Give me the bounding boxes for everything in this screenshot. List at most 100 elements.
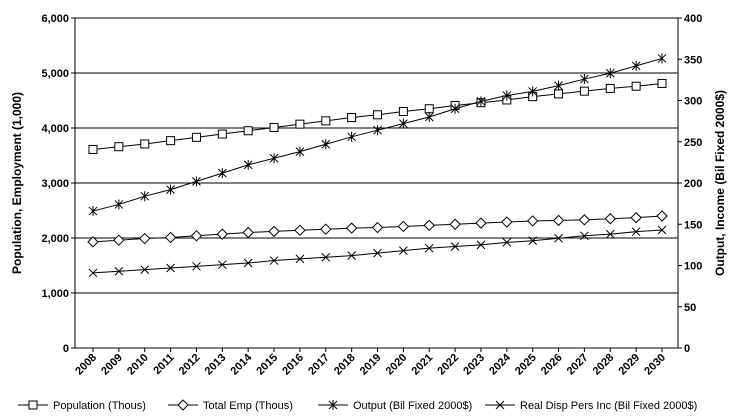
right-tick-label: 200 <box>684 178 702 190</box>
data-point <box>269 153 279 164</box>
data-point <box>114 199 124 210</box>
data-point <box>397 220 410 233</box>
data-point <box>164 231 177 244</box>
x-tick-label: 2020 <box>384 352 410 378</box>
data-point <box>321 116 331 126</box>
right-tick-label: 250 <box>684 137 702 149</box>
data-point <box>424 104 434 114</box>
data-point <box>269 122 279 132</box>
data-point <box>217 260 227 270</box>
data-point <box>217 129 227 139</box>
x-tick-label: 2023 <box>461 352 487 378</box>
data-point <box>347 113 357 123</box>
data-point <box>190 230 203 242</box>
left-tick-label: 2,000 <box>41 233 69 245</box>
series-4 <box>88 225 667 278</box>
x-tick-label: 2026 <box>539 352 565 378</box>
x-tick-label: 2013 <box>203 352 229 378</box>
legend-marker <box>495 400 505 410</box>
data-point <box>294 224 306 237</box>
left-tick-label: 1,000 <box>41 288 69 300</box>
x-tick-label: 2017 <box>306 352 332 378</box>
x-tick-label: 2028 <box>591 352 617 378</box>
right-tick-label: 0 <box>684 343 690 355</box>
data-point <box>475 217 487 229</box>
data-point <box>345 222 358 234</box>
data-point <box>242 226 254 239</box>
data-point <box>295 119 305 129</box>
data-point <box>269 256 279 265</box>
data-point <box>295 254 305 264</box>
data-point <box>656 210 668 222</box>
x-tick-label: 2022 <box>435 352 461 378</box>
right-tick-label: 100 <box>684 261 702 273</box>
data-point <box>373 248 382 258</box>
data-point <box>192 176 201 187</box>
x-tick-label: 2018 <box>332 352 358 378</box>
data-point <box>140 265 150 274</box>
data-point <box>579 86 589 96</box>
data-point <box>113 234 125 246</box>
data-point <box>423 219 435 232</box>
data-point <box>321 139 331 150</box>
legend-label: Population (Thous) <box>53 400 146 412</box>
data-point <box>554 233 563 243</box>
legend-item: Real Disp Pers Inc (Bil Fixed 2000$) <box>485 400 697 412</box>
left-tick-label: 6,000 <box>41 13 69 25</box>
x-tick-label: 2027 <box>565 352 591 378</box>
data-point <box>399 118 408 129</box>
data-point <box>502 238 512 247</box>
data-point <box>243 159 253 170</box>
data-point <box>140 191 150 202</box>
data-point <box>371 221 384 234</box>
data-point <box>578 214 591 226</box>
x-tick-label: 2029 <box>616 352 642 378</box>
data-point <box>657 225 667 235</box>
grid-lines <box>75 17 678 349</box>
data-point <box>347 251 356 260</box>
data-point <box>501 216 513 228</box>
data-point <box>295 146 305 157</box>
data-point <box>605 68 615 79</box>
data-point <box>373 125 382 136</box>
left-tick-label: 5,000 <box>41 68 69 80</box>
data-point <box>502 90 512 101</box>
legend-marker <box>177 399 189 411</box>
data-point <box>139 232 151 245</box>
data-point <box>399 246 408 256</box>
legend-item: Population (Thous) <box>18 400 146 412</box>
legend: Population (Thous) Total Emp (Thous) Outpu… <box>18 399 697 412</box>
left-tick-label: 3,000 <box>41 178 69 190</box>
data-point <box>631 81 641 91</box>
data-point <box>268 225 280 238</box>
x-tick-label: 2015 <box>254 352 280 378</box>
legend-item: Total Emp (Thous) <box>168 399 293 412</box>
right-axis-title: Output, Income (Bil Fixed 2000$) <box>713 90 727 276</box>
data-point <box>114 266 124 276</box>
data-point <box>476 96 486 107</box>
x-tick-label: 2012 <box>177 352 203 378</box>
right-axis-ticks: 0 50 100 150 200 250 300 350 400 <box>678 13 702 355</box>
data-point <box>657 78 667 88</box>
legend-label: Total Emp (Thous) <box>203 400 293 412</box>
x-tick-label: 2010 <box>125 352 151 378</box>
data-point <box>580 231 589 241</box>
data-point <box>605 83 615 93</box>
data-point <box>528 236 538 246</box>
data-point <box>604 213 616 225</box>
x-tick-label: 2011 <box>151 352 176 377</box>
data-point <box>191 132 201 142</box>
data-point <box>424 112 434 122</box>
data-point <box>424 243 434 253</box>
legend-marker <box>28 400 38 410</box>
data-point <box>528 86 538 97</box>
right-tick-label: 300 <box>684 96 702 108</box>
series-layer <box>87 53 668 278</box>
data-point <box>398 107 408 116</box>
data-point <box>88 206 98 217</box>
left-axis-ticks: 0 1,000 2,000 3,000 4,000 5,000 6,000 <box>41 13 75 355</box>
x-axis-ticks: 2008 2009 2010 2011 2012 2013 2014 2015 2016 2017… <box>73 348 668 377</box>
legend-marker <box>328 400 338 410</box>
x-tick-label: 2016 <box>280 352 306 378</box>
